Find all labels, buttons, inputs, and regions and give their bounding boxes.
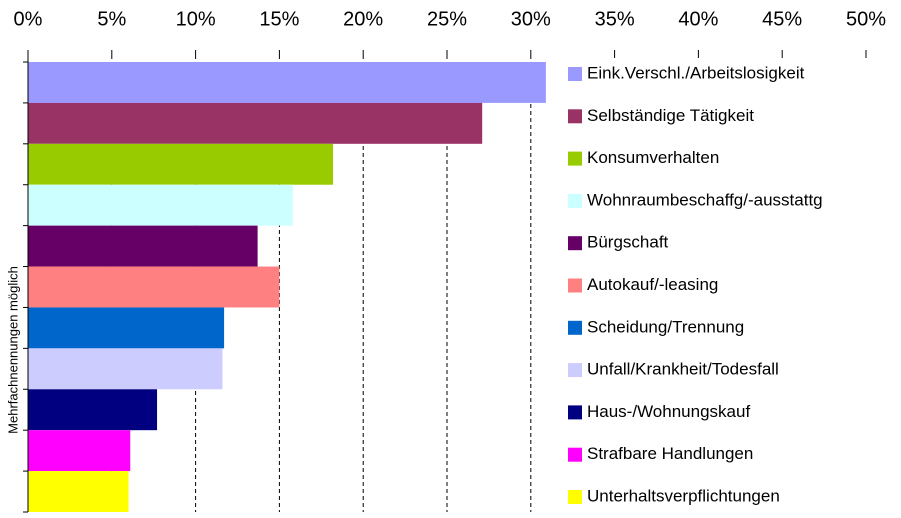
legend-label: Konsumverhalten: [587, 148, 719, 167]
legend-swatch: [568, 151, 582, 166]
legend-swatch: [568, 447, 582, 462]
legend-swatch: [568, 193, 582, 208]
y-axis-label: Mehrfachnennungen möglich: [5, 266, 20, 434]
legend-label: Eink.Verschl./Arbeitslosigkeit: [587, 63, 805, 82]
legend-swatch: [568, 109, 582, 124]
x-tick-label: 15%: [259, 8, 299, 30]
legend-label: Strafbare Handlungen: [587, 444, 753, 463]
legend-swatch: [568, 363, 582, 378]
x-tick-label: 25%: [427, 8, 467, 30]
legend-label: Autokauf/-leasing: [587, 275, 718, 294]
bar: [28, 62, 546, 103]
legend-label: Wohnraumbeschaffg/-ausstattg: [587, 190, 823, 209]
legend-swatch: [568, 405, 582, 420]
x-tick-label: 50%: [846, 8, 886, 30]
legend-swatch: [568, 278, 582, 293]
x-tick-label: 10%: [176, 8, 216, 30]
x-tick-label: 30%: [511, 8, 551, 30]
legend-swatch: [568, 320, 582, 335]
bar: [28, 307, 225, 349]
legend-swatch: [568, 490, 582, 504]
bar: [28, 143, 334, 185]
bar: [28, 348, 223, 390]
bar: [28, 389, 158, 431]
x-tick-label: 45%: [762, 8, 802, 30]
x-tick-label: 20%: [343, 8, 383, 30]
bar: [28, 184, 293, 226]
x-tick-label: 35%: [595, 8, 635, 30]
bar: [28, 471, 129, 512]
bar: [28, 225, 258, 267]
x-tick-label: 0%: [14, 8, 43, 30]
legend-background: [556, 58, 901, 513]
x-tick-label: 40%: [678, 8, 718, 30]
bar: [28, 102, 483, 144]
legend-label: Unterhaltsverpflichtungen: [587, 486, 780, 505]
bar: [28, 430, 131, 472]
bar: [28, 266, 280, 308]
legend-label: Scheidung/Trennung: [587, 317, 744, 336]
legend-swatch: [568, 236, 582, 251]
legend-label: Haus-/Wohnungskauf: [587, 402, 750, 421]
legend-label: Unfall/Krankheit/Todesfall: [587, 360, 779, 379]
x-tick-label: 5%: [97, 8, 126, 30]
legend-label: Bürgschaft: [587, 233, 669, 252]
legend-label: Selbständige Tätigkeit: [587, 106, 754, 125]
legend-swatch: [568, 67, 582, 81]
